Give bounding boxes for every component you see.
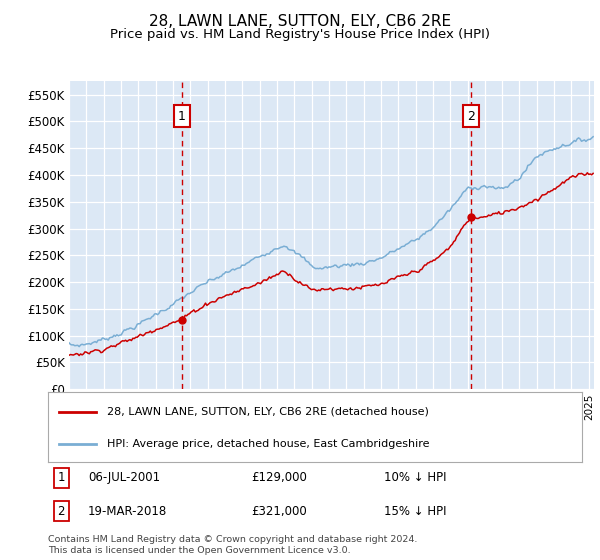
Text: 19-MAR-2018: 19-MAR-2018 [88, 505, 167, 517]
Text: 2: 2 [467, 110, 475, 123]
Text: 10% ↓ HPI: 10% ↓ HPI [385, 471, 447, 484]
Text: 1: 1 [58, 471, 65, 484]
Text: £321,000: £321,000 [251, 505, 307, 517]
Text: This data is licensed under the Open Government Licence v3.0.: This data is licensed under the Open Gov… [48, 546, 350, 555]
Text: 28, LAWN LANE, SUTTON, ELY, CB6 2RE (detached house): 28, LAWN LANE, SUTTON, ELY, CB6 2RE (det… [107, 407, 428, 417]
Text: Price paid vs. HM Land Registry's House Price Index (HPI): Price paid vs. HM Land Registry's House … [110, 28, 490, 41]
Text: HPI: Average price, detached house, East Cambridgeshire: HPI: Average price, detached house, East… [107, 439, 429, 449]
Text: £129,000: £129,000 [251, 471, 307, 484]
Text: 15% ↓ HPI: 15% ↓ HPI [385, 505, 447, 517]
Text: 06-JUL-2001: 06-JUL-2001 [88, 471, 160, 484]
Text: 28, LAWN LANE, SUTTON, ELY, CB6 2RE: 28, LAWN LANE, SUTTON, ELY, CB6 2RE [149, 14, 451, 29]
Text: 1: 1 [178, 110, 186, 123]
Text: 2: 2 [58, 505, 65, 517]
Text: Contains HM Land Registry data © Crown copyright and database right 2024.: Contains HM Land Registry data © Crown c… [48, 535, 418, 544]
